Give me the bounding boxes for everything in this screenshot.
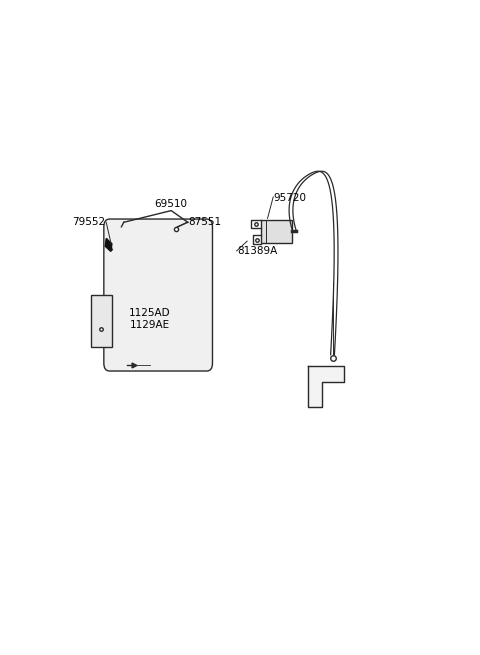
- Text: 95720: 95720: [273, 193, 306, 202]
- Polygon shape: [105, 238, 112, 252]
- Text: 81389A: 81389A: [238, 246, 278, 256]
- Bar: [261, 220, 292, 243]
- Text: 69510: 69510: [155, 199, 188, 210]
- FancyBboxPatch shape: [104, 219, 213, 371]
- Bar: [91, 295, 112, 347]
- Polygon shape: [308, 365, 344, 407]
- Text: 1125AD: 1125AD: [129, 308, 171, 318]
- Text: 87551: 87551: [188, 217, 221, 227]
- Text: 1129AE: 1129AE: [130, 320, 170, 329]
- Text: 79552: 79552: [72, 217, 105, 227]
